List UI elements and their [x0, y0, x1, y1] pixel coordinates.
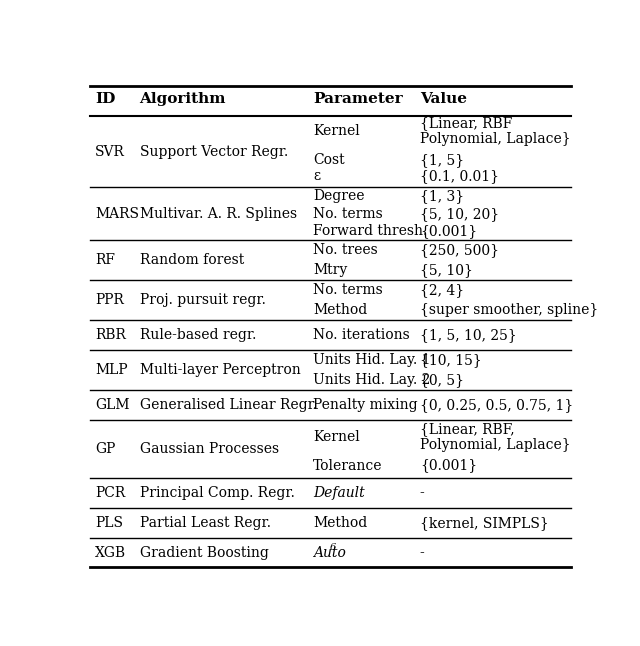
Text: {Linear, RBF
Polynomial, Laplace}: {Linear, RBF Polynomial, Laplace}: [420, 116, 570, 147]
Text: -: -: [420, 546, 424, 559]
Text: No. trees: No. trees: [313, 243, 378, 257]
Text: No. terms: No. terms: [313, 283, 383, 297]
Text: PLS: PLS: [95, 516, 123, 530]
Text: Penalty mixing: Penalty mixing: [313, 398, 418, 412]
Text: Units Hid. Lay. 2: Units Hid. Lay. 2: [313, 373, 431, 387]
Text: {0.001}: {0.001}: [420, 224, 477, 238]
Text: Cost: Cost: [313, 153, 345, 167]
Text: Principal Comp. Regr.: Principal Comp. Regr.: [140, 486, 294, 500]
Text: PCR: PCR: [95, 486, 125, 500]
Text: {kernel, SIMPLS}: {kernel, SIMPLS}: [420, 516, 548, 530]
Text: GLM: GLM: [95, 398, 129, 412]
Text: Multivar. A. R. Splines: Multivar. A. R. Splines: [140, 207, 297, 221]
Text: Gaussian Processes: Gaussian Processes: [140, 442, 278, 456]
Text: Partial Least Regr.: Partial Least Regr.: [140, 516, 271, 530]
Text: {0, 0.25, 0.5, 0.75, 1}: {0, 0.25, 0.5, 0.75, 1}: [420, 398, 573, 412]
Text: -: -: [420, 486, 424, 500]
Text: Random forest: Random forest: [140, 253, 244, 267]
Text: 6: 6: [330, 543, 336, 552]
Text: {2, 4}: {2, 4}: [420, 283, 464, 297]
Text: {Linear, RBF,
Polynomial, Laplace}: {Linear, RBF, Polynomial, Laplace}: [420, 422, 570, 452]
Text: RBR: RBR: [95, 328, 125, 342]
Text: Default: Default: [313, 486, 365, 500]
Text: PPR: PPR: [95, 293, 124, 307]
Text: ID: ID: [95, 92, 115, 107]
Text: MLP: MLP: [95, 363, 127, 377]
Text: Units Hid. Lay. 1: Units Hid. Lay. 1: [313, 353, 431, 367]
Text: Gradient Boosting: Gradient Boosting: [140, 546, 268, 559]
Text: {5, 10, 20}: {5, 10, 20}: [420, 207, 499, 221]
Text: {1, 5}: {1, 5}: [420, 153, 464, 167]
Text: {1, 3}: {1, 3}: [420, 189, 464, 203]
Text: Auto: Auto: [313, 546, 346, 559]
Text: MARS: MARS: [95, 207, 139, 221]
Text: Kernel: Kernel: [313, 124, 360, 138]
Text: Tolerance: Tolerance: [313, 459, 383, 473]
Text: Parameter: Parameter: [313, 92, 403, 107]
Text: Value: Value: [420, 92, 467, 107]
Text: {0.001}: {0.001}: [420, 459, 477, 473]
Text: Multi-layer Perceptron: Multi-layer Perceptron: [140, 363, 300, 377]
Text: {1, 5, 10, 25}: {1, 5, 10, 25}: [420, 328, 516, 342]
Text: {5, 10}: {5, 10}: [420, 263, 472, 277]
Text: Method: Method: [313, 303, 367, 317]
Text: {10, 15}: {10, 15}: [420, 353, 481, 367]
Text: Method: Method: [313, 516, 367, 530]
Text: Kernel: Kernel: [313, 430, 360, 444]
Text: Generalised Linear Regr.: Generalised Linear Regr.: [140, 398, 317, 412]
Text: Mtry: Mtry: [313, 263, 348, 277]
Text: No. iterations: No. iterations: [313, 328, 410, 342]
Text: Degree: Degree: [313, 189, 365, 203]
Text: {0.1, 0.01}: {0.1, 0.01}: [420, 169, 499, 183]
Text: {0, 5}: {0, 5}: [420, 373, 464, 387]
Text: XGB: XGB: [95, 546, 126, 559]
Text: {super smoother, spline}: {super smoother, spline}: [420, 303, 598, 317]
Text: Proj. pursuit regr.: Proj. pursuit regr.: [140, 293, 266, 307]
Text: No. terms: No. terms: [313, 207, 383, 221]
Text: SVR: SVR: [95, 145, 125, 159]
Text: Forward thresh.: Forward thresh.: [313, 224, 428, 238]
Text: Algorithm: Algorithm: [140, 92, 226, 107]
Text: Rule-based regr.: Rule-based regr.: [140, 328, 256, 342]
Text: Support Vector Regr.: Support Vector Regr.: [140, 145, 288, 159]
Text: RF: RF: [95, 253, 115, 267]
Text: ε: ε: [313, 169, 320, 183]
Text: {250, 500}: {250, 500}: [420, 243, 499, 257]
Text: GP: GP: [95, 442, 115, 456]
